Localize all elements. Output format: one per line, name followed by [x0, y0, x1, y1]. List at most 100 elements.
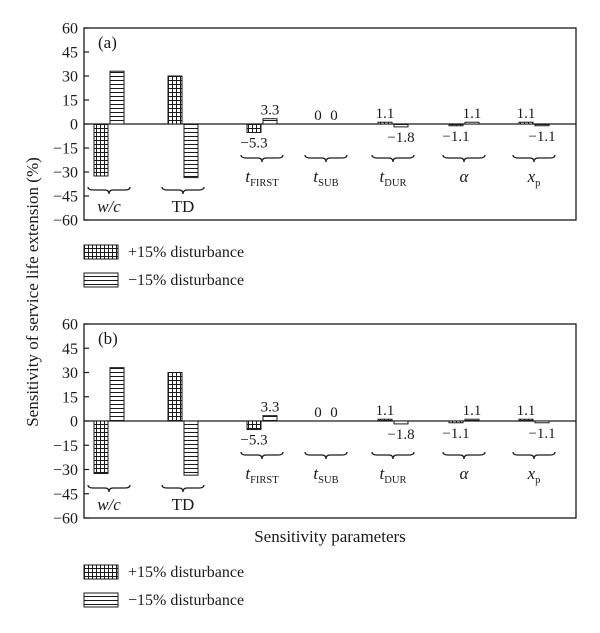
parameter-brace — [240, 451, 284, 460]
parameter-label: tSUB — [313, 167, 338, 189]
bar-minus15-5 — [464, 418, 480, 422]
legend-label: +15% disturbance — [128, 244, 244, 261]
bar-plus15-6 — [518, 121, 534, 125]
y-tick-label: 60 — [62, 21, 78, 38]
bar-minus15-0 — [109, 70, 125, 125]
parameter-label: α — [460, 464, 470, 483]
parameter-label: TD — [172, 197, 195, 216]
data-label: 1.1 — [376, 403, 395, 419]
legend-label: −15% disturbance — [128, 592, 244, 609]
bar-minus15-2 — [262, 415, 278, 422]
parameter-brace — [512, 451, 556, 460]
data-label: 1.1 — [463, 106, 482, 122]
bar-plus15-1 — [167, 75, 183, 125]
data-label: −1.1 — [528, 426, 555, 442]
parameter-label: tDUR — [380, 167, 407, 189]
data-label: 1.1 — [463, 403, 482, 419]
y-tick-label: 0 — [70, 117, 78, 134]
y-tick-label: 15 — [62, 93, 78, 110]
legend-swatch — [83, 272, 119, 288]
y-tick-label: 30 — [62, 69, 78, 86]
parameter-brace — [371, 154, 415, 163]
legend-swatch — [83, 592, 119, 608]
y-tick-label: −45 — [53, 486, 78, 503]
data-label: −5.3 — [240, 433, 267, 449]
bar-plus15-6 — [518, 418, 534, 422]
parameter-label: tFIRST — [245, 167, 279, 189]
parameter-brace — [161, 186, 205, 195]
parameter-label: xp — [527, 464, 541, 486]
y-tick-label: −15 — [53, 438, 78, 455]
parameter-brace — [442, 154, 486, 163]
data-label: −1.8 — [387, 130, 414, 146]
parameter-brace — [371, 451, 415, 460]
data-label: 0 — [314, 405, 322, 421]
data-label: −1.8 — [387, 427, 414, 443]
panel-label: (a) — [98, 33, 117, 52]
bar-plus15-0 — [93, 123, 109, 177]
data-label: 3.3 — [261, 400, 280, 416]
y-tick-label: −15 — [53, 141, 78, 158]
y-axis-title: Sensitivity of service life extension (%… — [23, 157, 42, 427]
y-tick-label: −45 — [53, 189, 78, 206]
bar-minus15-1 — [183, 420, 199, 476]
panel-a: 60 45 30 15 0 −15 −30 −45 −60 (a) −5.3 0 1.1 −1.1 1.1 3… — [53, 21, 577, 289]
parameter-brace — [87, 484, 131, 493]
parameter-brace — [161, 484, 205, 493]
bar-plus15-4 — [377, 418, 393, 422]
bar-minus15-4 — [393, 123, 409, 128]
parameter-label: tDUR — [380, 464, 407, 486]
bar-minus15-6 — [534, 420, 550, 424]
y-tick-label: −30 — [53, 462, 78, 479]
data-label: 0 — [330, 108, 338, 124]
y-tick-label: 45 — [62, 45, 78, 62]
y-tick-label: −30 — [53, 165, 78, 182]
y-tick-label: 15 — [62, 389, 78, 406]
bar-minus15-5 — [464, 121, 480, 125]
parameter-brace — [304, 154, 348, 163]
bar-plus15-5 — [448, 420, 464, 424]
parameter-brace — [442, 451, 486, 460]
data-label: 3.3 — [261, 103, 280, 119]
bar-minus15-1 — [183, 123, 199, 179]
parameter-label: TD — [172, 495, 195, 514]
legend-label: +15% disturbance — [128, 564, 244, 581]
legend-label: −15% disturbance — [128, 272, 244, 289]
parameter-label: w/c — [97, 495, 121, 514]
y-tick-label: −60 — [53, 511, 78, 528]
bar-plus15-0 — [93, 420, 109, 475]
panel-label: (b) — [98, 329, 118, 348]
y-tick-label: 30 — [62, 365, 78, 382]
data-label: 0 — [314, 108, 322, 124]
bar-plus15-4 — [377, 121, 393, 125]
data-label: 0 — [330, 405, 338, 421]
y-tick-label: 0 — [70, 414, 78, 431]
bar-plus15-2 — [246, 123, 262, 133]
parameter-label: tFIRST — [245, 464, 279, 486]
parameter-label: xp — [527, 167, 541, 189]
parameter-label: tSUB — [313, 464, 338, 486]
parameter-label: α — [460, 167, 470, 186]
data-label: −1.1 — [528, 129, 555, 145]
data-label: −5.3 — [240, 135, 267, 151]
data-label: −1.1 — [442, 129, 469, 145]
y-tick-label: 60 — [62, 317, 78, 334]
data-label: 1.1 — [517, 106, 536, 122]
bar-plus15-5 — [448, 123, 464, 127]
panel-b: 60 45 30 15 0 −15 −30 −45 −60 (b) −5.3 0 1.1 −1.1 1.1 3… — [53, 317, 577, 609]
parameter-brace — [240, 154, 284, 163]
x-axis-title: Sensitivity parameters — [254, 527, 406, 546]
data-label: −1.1 — [442, 426, 469, 442]
bar-minus15-4 — [393, 420, 409, 425]
bar-minus15-6 — [534, 123, 550, 127]
parameter-label: w/c — [97, 197, 121, 216]
legend-swatch — [83, 564, 119, 580]
data-label: 1.1 — [376, 106, 395, 122]
bar-minus15-2 — [262, 118, 278, 125]
y-tick-label: −60 — [53, 213, 78, 230]
y-tick-label: 45 — [62, 341, 78, 358]
parameter-brace — [304, 451, 348, 460]
bar-plus15-2 — [246, 420, 262, 431]
parameter-brace — [87, 186, 131, 195]
